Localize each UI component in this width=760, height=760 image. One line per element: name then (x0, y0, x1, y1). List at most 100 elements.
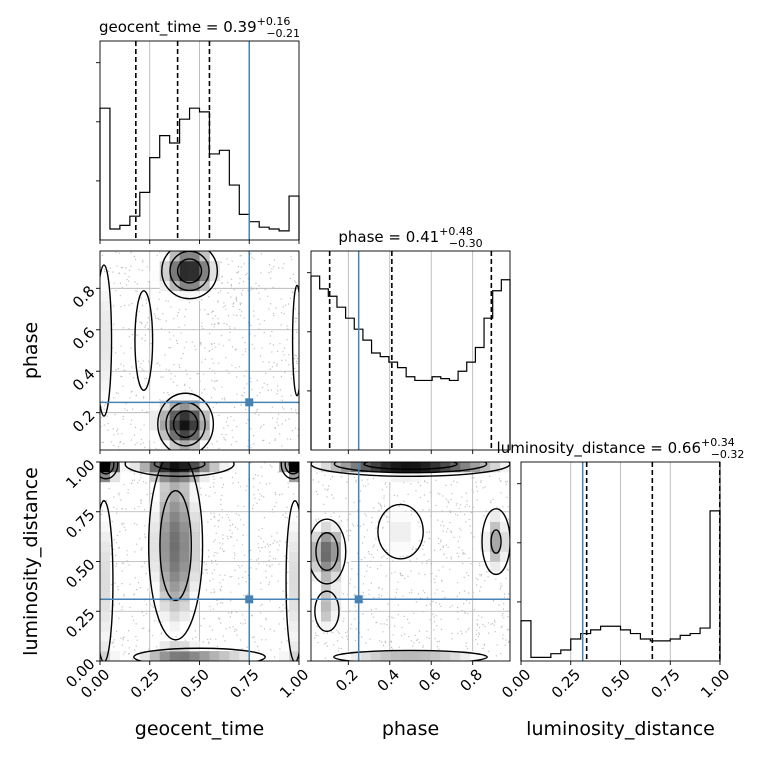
density-bin (100, 471, 111, 483)
density-panel-luminosity_distance_vs_phase (311, 462, 510, 661)
x-tick-label: 0.50 (177, 665, 213, 701)
density-bin (179, 410, 190, 421)
density-bin (289, 651, 299, 661)
density-bin (400, 541, 411, 552)
density-bin (410, 651, 421, 661)
contour-line (100, 500, 114, 661)
density-bin (289, 561, 299, 572)
contour-line (153, 462, 206, 471)
contour-line (134, 290, 154, 391)
param-title-phase: phase = 0.41+0.48 −0.30 (338, 225, 482, 250)
y-tick-label: 0.6 (69, 324, 99, 354)
density-bin (159, 651, 170, 661)
density-bin (330, 551, 342, 562)
y-tick-label: 0.25 (62, 605, 98, 641)
density-bin (159, 641, 170, 652)
contour-line (315, 532, 339, 572)
density-bin (360, 651, 371, 661)
density-bin (189, 251, 200, 262)
density-bin (330, 521, 342, 532)
histogram-luminosity_distance (520, 510, 721, 661)
density-bin (289, 531, 299, 542)
density-bin (189, 462, 200, 473)
density-bin (100, 360, 111, 371)
contour-line (124, 462, 235, 478)
param-title-geocent_time: geocent_time = 0.39+0.16 −0.21 (99, 15, 300, 40)
panel-frame (520, 461, 721, 662)
density-bin (400, 531, 411, 542)
density-bin (100, 390, 111, 401)
y-axis-label-phase: phase (20, 322, 42, 379)
density-bin (470, 462, 481, 473)
density-bin (460, 462, 471, 473)
density-bin (149, 420, 160, 431)
density-bin (100, 631, 111, 642)
x-tick-label: 1.00 (697, 665, 733, 701)
density-bin (420, 462, 431, 473)
density-bin (100, 330, 111, 341)
density-bin (490, 551, 501, 562)
density-bin (179, 420, 190, 431)
density-bin (169, 591, 180, 602)
density-bin (149, 430, 160, 441)
density-bin (189, 641, 200, 652)
density-bin (380, 651, 391, 661)
density-bin (189, 260, 200, 272)
x-tick-label: 0.75 (226, 665, 262, 701)
density-bin (179, 601, 190, 612)
truth-marker (245, 595, 254, 604)
density-bin (100, 370, 111, 381)
density-bin (320, 581, 332, 592)
density-bin (100, 521, 111, 532)
density-bin (490, 561, 501, 572)
contour-line (291, 284, 299, 397)
density-bin (149, 501, 160, 513)
density-bin (149, 521, 160, 532)
density-bin (490, 511, 501, 522)
density-bin (500, 521, 510, 532)
density-bin (119, 462, 131, 473)
density-bin (289, 541, 299, 552)
density-bin (330, 601, 342, 612)
density-bin (330, 591, 342, 602)
density-bin (179, 641, 190, 652)
density-bin (390, 462, 401, 473)
density-bin (100, 350, 111, 361)
density-bin (430, 462, 441, 473)
density-bin (209, 260, 220, 272)
density-bin (169, 251, 180, 262)
y-tick-label: 0.2 (69, 407, 99, 437)
density-bin (159, 420, 170, 431)
density-bin (179, 611, 190, 622)
panel-frame (310, 461, 511, 662)
density-bin (159, 521, 170, 532)
density-bin (189, 270, 200, 282)
contour-line (100, 462, 115, 475)
density-bin (169, 531, 180, 542)
density-bin (189, 290, 200, 302)
y-tick-label: 0.4 (69, 365, 99, 395)
density-bin (100, 551, 111, 562)
density-panel-phase_vs_geocent_time (100, 251, 299, 450)
density-bin (179, 290, 190, 302)
density-bin (169, 491, 180, 503)
density-bin (100, 462, 111, 473)
density-bin (311, 462, 322, 473)
density-bin (330, 561, 342, 572)
density-bin (229, 651, 240, 661)
density-bin (100, 571, 111, 582)
density-bin (149, 651, 160, 661)
density-bin (179, 430, 190, 441)
density-bin (400, 471, 411, 483)
density-bin (249, 651, 260, 661)
density-bin (189, 430, 200, 441)
density-bin (380, 471, 391, 483)
contour-line (377, 503, 424, 560)
density-bin (380, 462, 391, 473)
density-bin (209, 462, 220, 473)
density-bin (159, 471, 170, 483)
density-bin (189, 561, 200, 572)
density-bin (139, 462, 151, 473)
density-bin (500, 531, 510, 542)
density-bin (149, 541, 160, 552)
